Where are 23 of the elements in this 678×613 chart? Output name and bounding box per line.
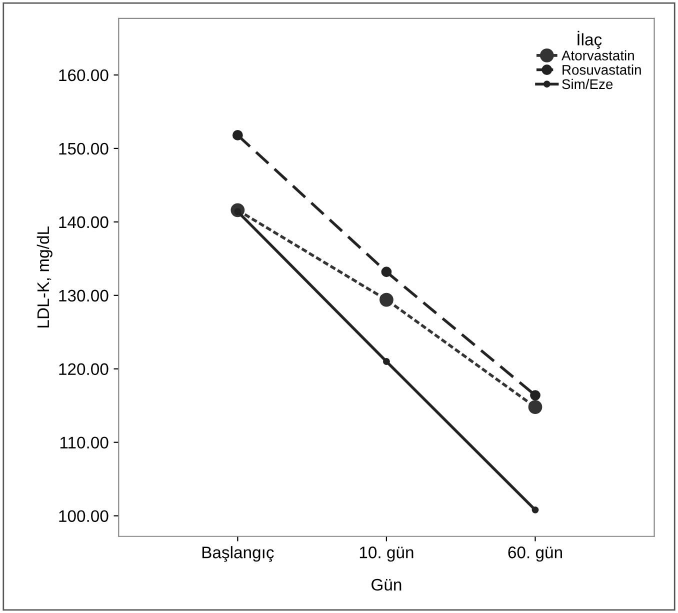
- point: [528, 400, 542, 414]
- x-tick-label: 60. gün: [508, 546, 562, 562]
- y-tick-label: 110.00: [60, 436, 108, 449]
- x-tick-label: Başlangıç: [202, 546, 274, 562]
- point: [380, 292, 394, 307]
- legend-label: Sim/Eze: [562, 78, 613, 90]
- y-tick-label: 120.00: [59, 363, 108, 376]
- legend-label: Atorvastatin: [562, 50, 634, 60]
- y-axis-title: LDL-K, mg/dL: [36, 226, 52, 328]
- point: [232, 130, 243, 140]
- x-axis-title: Gün: [372, 578, 402, 591]
- point: [381, 266, 392, 278]
- x-tick-label: 10. gün: [360, 546, 414, 562]
- point: [532, 506, 539, 514]
- legend-label: Rosuvastatin: [562, 64, 641, 75]
- y-tick-label: 130.00: [59, 290, 108, 302]
- y-tick-label: 100.00: [59, 510, 108, 522]
- y-tick-label: 150.00: [59, 142, 108, 155]
- y-tick-label: 140.00: [59, 216, 108, 228]
- point: [530, 390, 540, 401]
- point: [382, 358, 390, 365]
- y-tick-label: 160.00: [59, 69, 108, 82]
- legend-title: İlaç: [578, 30, 602, 49]
